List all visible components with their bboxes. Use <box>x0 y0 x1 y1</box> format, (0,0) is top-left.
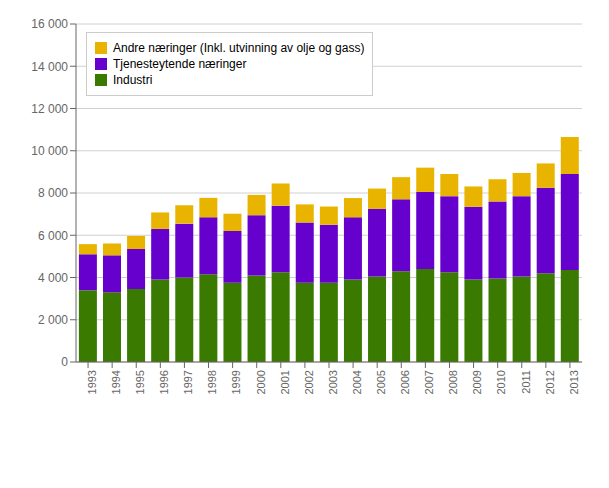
svg-text:1996: 1996 <box>158 370 170 394</box>
svg-text:0: 0 <box>61 355 68 369</box>
svg-text:2 000: 2 000 <box>38 313 68 327</box>
html-text:Tjenesteytende næringer: Tjenesteytende næringer <box>113 57 247 71</box>
svg-text:2005: 2005 <box>375 370 387 394</box>
svg-text:2007: 2007 <box>423 370 435 394</box>
svg-text:2010: 2010 <box>495 370 507 394</box>
svg-text:14 000: 14 000 <box>31 60 68 74</box>
svg-text:2008: 2008 <box>447 370 459 394</box>
svg-text:1999: 1999 <box>230 370 242 394</box>
svg-text:2009: 2009 <box>471 370 483 394</box>
svg-text:1995: 1995 <box>134 370 146 394</box>
svg-text:8 000: 8 000 <box>38 186 68 200</box>
svg-text:2011: 2011 <box>520 370 532 394</box>
svg-text:2012: 2012 <box>544 370 556 394</box>
html-text:Andre næringer (Inkl. utvinnin: Andre næringer (Inkl. utvinning av olje … <box>113 41 365 55</box>
svg-text:10 000: 10 000 <box>31 144 68 158</box>
svg-text:2003: 2003 <box>327 370 339 394</box>
svg-text:6 000: 6 000 <box>38 229 68 243</box>
svg-text:2000: 2000 <box>255 370 267 394</box>
svg-text:2004: 2004 <box>351 370 363 394</box>
svg-text:2013: 2013 <box>568 370 580 394</box>
svg-text:2001: 2001 <box>279 370 291 394</box>
html-text:Industri: Industri <box>113 73 153 87</box>
svg-text:4 000: 4 000 <box>38 271 68 285</box>
svg-text:1993: 1993 <box>86 370 98 394</box>
svg-text:12 000: 12 000 <box>31 102 68 116</box>
svg-text:1997: 1997 <box>182 370 194 394</box>
svg-text:2006: 2006 <box>399 370 411 394</box>
svg-text:1998: 1998 <box>206 370 218 394</box>
svg-text:2002: 2002 <box>303 370 315 394</box>
svg-text:16 000: 16 000 <box>31 17 68 31</box>
svg-text:1994: 1994 <box>110 370 122 394</box>
